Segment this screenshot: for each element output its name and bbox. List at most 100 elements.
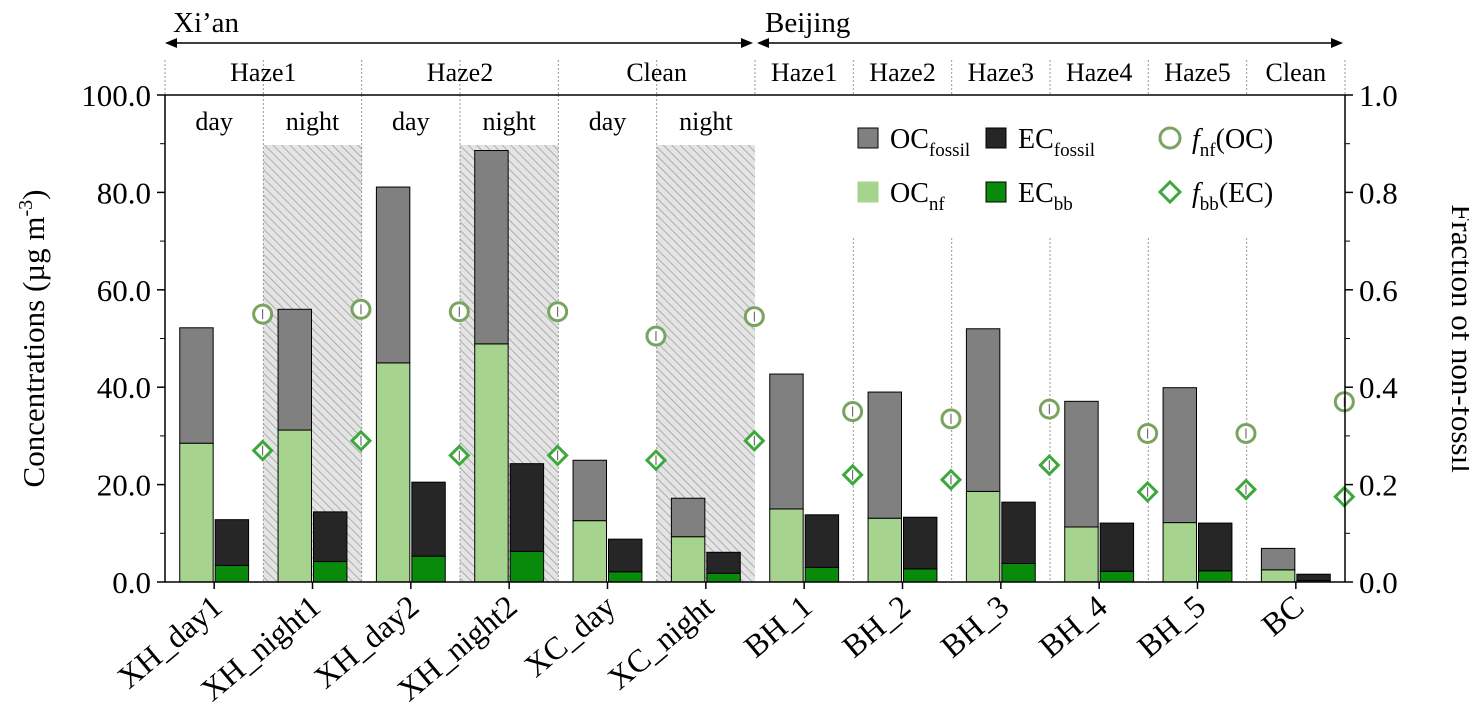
- legend-swatch-EC_fossil: [985, 127, 1007, 149]
- bar-OC_nf-XH_day2: [375, 362, 411, 583]
- group-label: Haze1: [771, 58, 837, 87]
- x-tick-label: BH_2: [835, 588, 917, 665]
- day-night-label: day: [589, 107, 627, 136]
- y2-tick-label: 1.0: [1359, 78, 1398, 113]
- group-label: Haze3: [968, 58, 1034, 87]
- fraction-markers: [251, 298, 1356, 508]
- region-label: Xi’an: [173, 7, 240, 39]
- bar-OC_nf-XC_night: [670, 536, 706, 583]
- bar-OC_fossil-BH_4: [1064, 400, 1099, 528]
- bar-EC_bb-BH_1: [804, 566, 840, 583]
- y2-tick-label: 0.8: [1359, 175, 1398, 210]
- bar-OC_fossil-XC_night: [670, 497, 706, 538]
- bar-EC_fossil-XC_day: [608, 538, 643, 573]
- bar-EC_fossil-XC_night: [706, 551, 741, 574]
- bar-OC_fossil-BC: [1260, 547, 1296, 571]
- x-tick-label: BH_3: [934, 588, 1016, 665]
- bar-OC_nf-XH_night2: [474, 343, 509, 583]
- bar-EC_fossil-BH_2: [903, 516, 938, 570]
- day-night-label: day: [195, 107, 233, 136]
- group-label: Clean: [626, 58, 687, 87]
- legend-swatch-OC_nf: [857, 181, 879, 203]
- bar-OC_nf-BH_3: [965, 490, 1001, 583]
- bars: [179, 150, 1331, 583]
- bar-EC_fossil-XH_night2: [509, 463, 545, 552]
- group-label: Haze1: [230, 58, 296, 87]
- bar-EC_fossil-XH_night1: [313, 511, 348, 563]
- day-night-label: night: [286, 107, 340, 136]
- y2-axis-label: Fraction of non-fossil: [1445, 204, 1469, 473]
- bar-OC_nf-BH_2: [867, 517, 902, 583]
- legend-label-EC_bb: ECbb: [1018, 178, 1073, 215]
- legend-label-OC_nf: OCnf: [890, 178, 945, 215]
- x-tick-label: BH_1: [737, 588, 819, 665]
- bar-OC_nf-BC: [1260, 569, 1296, 583]
- y2-tick-label: 0.6: [1359, 273, 1398, 308]
- y-tick-label: 100.0: [81, 78, 151, 113]
- group-label: Haze4: [1066, 58, 1132, 87]
- bar-EC_fossil-BH_3: [1001, 501, 1036, 564]
- y-tick-label: 60.0: [97, 273, 151, 308]
- bar-EC_fossil-BH_5: [1198, 522, 1233, 572]
- bar-OC_fossil-BH_5: [1162, 387, 1197, 524]
- y2-tick-label: 0.4: [1359, 370, 1398, 405]
- bar-EC_bb-XH_day1: [214, 564, 250, 583]
- legend-label-f_bb_EC: fbb(EC): [1192, 178, 1273, 215]
- y-tick-label: 0.0: [112, 565, 151, 600]
- bar-OC_fossil-XH_day1: [179, 327, 214, 444]
- day-night-label: night: [679, 107, 733, 136]
- bar-OC_fossil-XH_night2: [474, 150, 509, 345]
- bar-OC_nf-BH_4: [1064, 526, 1099, 583]
- bar-OC_nf-BH_5: [1162, 522, 1197, 583]
- y-tick-label: 80.0: [97, 175, 151, 210]
- day-night-label: night: [482, 107, 536, 136]
- bar-EC_bb-BH_2: [903, 568, 938, 583]
- bar-OC_fossil-BH_2: [867, 391, 902, 519]
- day-night-label: day: [392, 107, 430, 136]
- bar-EC_bb-BH_3: [1001, 562, 1036, 583]
- region-arrow-head: [757, 38, 769, 48]
- bar-EC_bb-BH_5: [1198, 570, 1233, 583]
- x-tick-label: BH_5: [1130, 588, 1212, 665]
- y-tick-label: 20.0: [97, 468, 151, 503]
- bar-EC_bb-XC_night: [706, 572, 741, 583]
- group-label: Haze2: [427, 58, 493, 87]
- x-tick-label: BH_4: [1032, 588, 1114, 665]
- bar-OC_nf-XH_night1: [277, 429, 313, 583]
- bar-EC_fossil-XH_day1: [214, 519, 250, 566]
- bar-EC_fossil-BH_1: [804, 514, 840, 568]
- legend-label-EC_fossil: ECfossil: [1018, 124, 1095, 161]
- bar-OC_nf-XC_day: [572, 520, 607, 583]
- legend-swatch-EC_bb: [985, 181, 1007, 203]
- region-arrow-head: [741, 38, 753, 48]
- bar-OC_fossil-XH_day2: [375, 186, 411, 364]
- bar-OC_nf-XH_day1: [179, 442, 214, 583]
- bar-EC_fossil-XH_day2: [411, 481, 446, 557]
- bar-EC_bb-XH_night2: [509, 550, 545, 583]
- x-tick-label: BC: [1254, 588, 1310, 643]
- region-arrow-head: [165, 38, 177, 48]
- group-label: Haze2: [869, 58, 935, 87]
- bar-EC_fossil-BH_4: [1099, 522, 1135, 572]
- group-label: Clean: [1266, 58, 1327, 87]
- region-label: Beijing: [765, 7, 850, 39]
- group-label: Haze5: [1164, 58, 1230, 87]
- legend-swatch-OC_fossil: [857, 127, 879, 149]
- bar-OC_fossil-XC_day: [572, 459, 607, 522]
- bar-OC_nf-BH_1: [769, 508, 804, 583]
- y-tick-label: 40.0: [97, 370, 151, 405]
- legend-label-OC_fossil: OCfossil: [890, 124, 970, 161]
- bar-EC_bb-XC_day: [608, 571, 643, 583]
- legend-swatch-f_nf_OC: [1158, 126, 1182, 150]
- bar-EC_fossil-BC: [1296, 573, 1331, 582]
- bar-OC_fossil-XH_night1: [277, 308, 313, 431]
- legend: OCfossil ECfossil fnf(OC) OCnf ECbb fbb(EC): [857, 124, 1273, 215]
- bar-OC_fossil-BH_1: [769, 373, 804, 510]
- axes: [157, 38, 1353, 589]
- bar-EC_bb-BH_4: [1099, 570, 1135, 583]
- x-tick-label: XC_night: [600, 588, 720, 697]
- region-arrow-head: [1331, 38, 1343, 48]
- bar-EC_bb-XH_day2: [411, 555, 446, 583]
- y2-tick-label: 0.2: [1359, 468, 1398, 503]
